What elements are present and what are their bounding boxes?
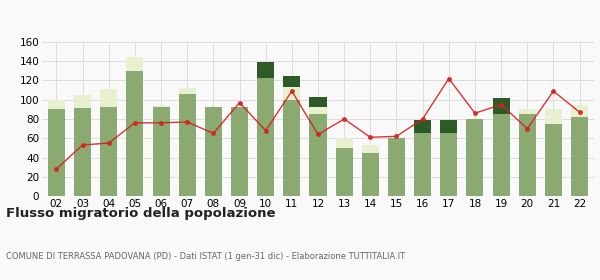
Bar [414,134,431,196]
Bar [283,100,301,196]
Bar [545,109,562,124]
Bar [335,138,353,148]
Bar [152,106,170,108]
Bar [519,109,536,114]
Bar [466,119,484,196]
Bar [100,89,117,108]
Bar [152,108,170,196]
Bar [179,88,196,94]
Bar [179,94,196,196]
Bar [440,134,457,196]
Bar [388,138,405,196]
Bar [310,97,326,108]
Bar [545,124,562,196]
Bar [362,153,379,196]
Bar [519,114,536,196]
Bar [493,98,509,114]
Bar [440,120,457,134]
Bar [414,120,431,134]
Bar [257,62,274,78]
Bar [283,87,301,100]
Bar [310,108,326,114]
Bar [231,108,248,196]
Bar [100,108,117,196]
Bar [335,148,353,196]
Bar [74,95,91,108]
Bar [127,57,143,71]
Bar [571,117,588,196]
Bar [74,108,91,196]
Bar [283,76,301,87]
Bar [493,114,509,196]
Bar [257,78,274,196]
Bar [48,100,65,109]
Bar [571,104,588,117]
Text: Flusso migratorio della popolazione: Flusso migratorio della popolazione [6,207,275,220]
Bar [310,114,326,196]
Text: COMUNE DI TERRASSA PADOVANA (PD) - Dati ISTAT (1 gen-31 dic) - Elaborazione TUTT: COMUNE DI TERRASSA PADOVANA (PD) - Dati … [6,252,405,261]
Bar [362,145,379,153]
Bar [127,71,143,196]
Bar [205,108,222,196]
Bar [48,109,65,196]
